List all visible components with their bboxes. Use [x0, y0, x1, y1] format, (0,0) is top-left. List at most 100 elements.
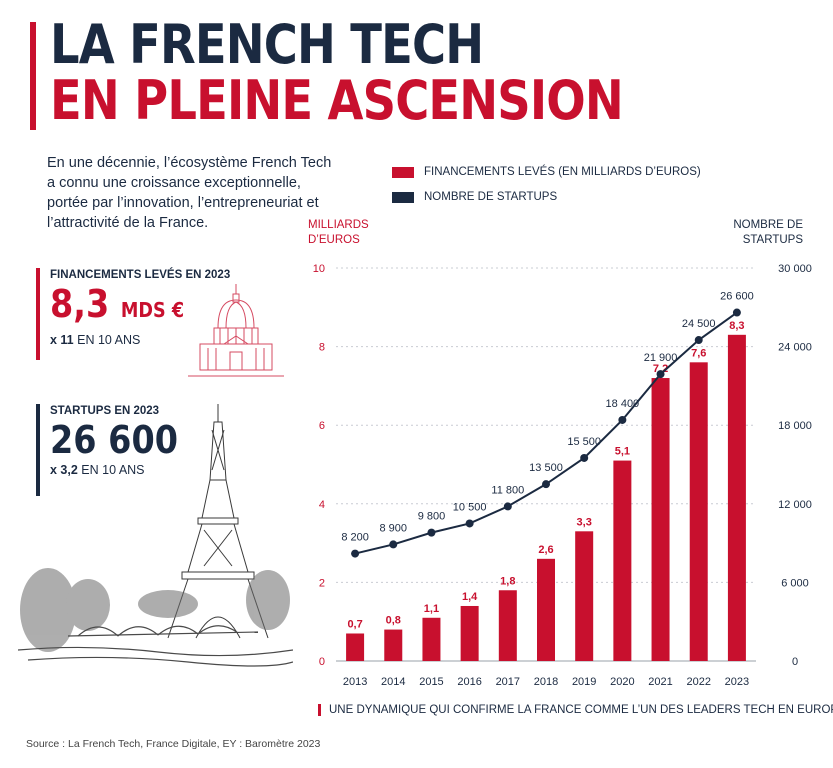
- x-tick-label: 2015: [419, 676, 443, 688]
- funding-unit: MDS €: [120, 298, 185, 322]
- bar-funding: [575, 531, 594, 661]
- x-tick-label: 2023: [725, 676, 749, 688]
- y-right-title-line2: STARTUPS: [742, 234, 803, 246]
- y-left-tick-label: 10: [313, 263, 325, 275]
- x-tick-label: 2014: [381, 676, 405, 688]
- page-title-line2: EN PLEINE ASCENSION: [50, 69, 624, 132]
- startups-period: EN 10 ANS: [81, 463, 145, 477]
- startups-multiplier: x 3,2: [50, 463, 78, 477]
- startups-point: [656, 370, 665, 379]
- bar-funding: [384, 629, 403, 661]
- funding-stat-value: 8,3 MDS €: [50, 281, 209, 333]
- bar-value-label: 3,3: [577, 516, 592, 528]
- les-invalides-dome-icon: [188, 284, 284, 377]
- bar-value-label: 2,6: [538, 544, 553, 556]
- startups-point: [732, 308, 741, 317]
- intro-text: En une décennie, l’écosystème French Tec…: [47, 155, 332, 231]
- bar-funding: [422, 617, 441, 661]
- y-right-tick-label: 18 000: [778, 420, 812, 432]
- legend-startups-swatch: [392, 191, 414, 203]
- eiffel-tower-icon: [18, 404, 293, 667]
- y-left-title-line2: D’EUROS: [308, 234, 360, 246]
- funding-period: EN 10 ANS: [77, 333, 141, 347]
- legend-startups: NOMBRE DE STARTUPS: [392, 191, 557, 203]
- bar-value-label: 1,8: [500, 575, 515, 587]
- legend-funding: FINANCEMENTS LEVÉS (EN MILLIARDS D’EUROS…: [392, 166, 701, 178]
- legend-startups-label: NOMBRE DE STARTUPS: [424, 191, 558, 203]
- startups-value-label: 21 900: [644, 352, 678, 364]
- x-tick-label: 2019: [572, 676, 596, 688]
- y-left-tick-label: 0: [319, 656, 325, 668]
- bar-funding: [498, 590, 517, 661]
- y-right-tick-label: 0: [792, 656, 798, 668]
- x-tick-label: 2016: [457, 676, 481, 688]
- startups-value-label: 18 400: [606, 398, 640, 410]
- funding-value: 8,3: [50, 282, 110, 326]
- legend-funding-suffix: (EN MILLIARDS D’EUROS): [558, 166, 701, 178]
- startups-line: [354, 311, 738, 555]
- x-tick-label: 2018: [534, 676, 558, 688]
- bar-value-label: 5,1: [615, 446, 630, 458]
- startups-point: [618, 415, 627, 424]
- startups-stat-sub: x 3,2 EN 10 ANS: [50, 463, 195, 477]
- bar-funding: [346, 633, 365, 661]
- startups-point: [465, 519, 474, 528]
- bar-funding: [460, 605, 479, 661]
- x-tick-label: 2021: [648, 676, 672, 688]
- bar-funding: [727, 334, 746, 661]
- bar-value-label: 7,2: [653, 363, 668, 375]
- footer-note: UNE DYNAMIQUE QUI CONFIRME LA FRANCE COM…: [318, 704, 833, 716]
- x-tick-label: 2017: [496, 676, 520, 688]
- y-left-tick-label: 2: [319, 577, 325, 589]
- funding-stat: FINANCEMENTS LEVÉS EN 2023 8,3 MDS € x 1…: [36, 268, 230, 360]
- startups-stat-label: STARTUPS EN 2023: [50, 405, 160, 417]
- startups-stat: STARTUPS EN 2023 26 600 x 3,2 EN 10 ANS: [36, 404, 195, 496]
- startups-value-label: 9 800: [418, 511, 446, 523]
- y-left-tick-label: 4: [319, 499, 325, 511]
- y-right-tick-label: 24 000: [778, 342, 812, 354]
- startups-value-label: 26 600: [720, 291, 754, 303]
- startups-value-label: 13 500: [529, 462, 563, 474]
- y-left-axis-title: MILLIARDS D’EUROS: [308, 218, 369, 248]
- startups-value-label: 8 900: [380, 522, 408, 534]
- y-right-title-line1: NOMBRE DE: [733, 219, 803, 231]
- page-title-line1: LA FRENCH TECH: [50, 13, 484, 76]
- startups-point: [503, 502, 512, 511]
- x-tick-label: 2013: [343, 676, 367, 688]
- y-left-title-line1: MILLIARDS: [308, 219, 369, 231]
- startups-value-label: 11 800: [491, 484, 524, 496]
- startups-value-label: 15 500: [567, 436, 601, 448]
- legend-funding-label: FINANCEMENTS LEVÉS: [424, 166, 555, 178]
- startups-point: [694, 336, 703, 345]
- x-tick-label: 2022: [686, 676, 710, 688]
- bar-funding: [537, 558, 555, 661]
- title-accent-bar: [30, 22, 36, 130]
- y-right-tick-label: 6 000: [781, 577, 809, 589]
- bar-value-label: 1,1: [424, 603, 439, 615]
- bar-funding: [613, 460, 632, 661]
- y-left-tick-label: 8: [319, 342, 325, 354]
- bar-funding: [651, 378, 670, 661]
- startups-point: [427, 528, 436, 537]
- startups-value-label: 10 500: [453, 501, 487, 513]
- source-note: Source : La French Tech, France Digitale…: [26, 738, 321, 750]
- y-right-axis-title: NOMBRE DE STARTUPS: [733, 218, 803, 248]
- startups-value-label: 8 200: [341, 532, 369, 544]
- bar-value-label: 1,4: [462, 591, 478, 603]
- startups-value-label: 24 500: [682, 318, 716, 330]
- bar-value-label: 7,6: [691, 347, 706, 359]
- startups-point: [351, 549, 360, 558]
- y-right-tick-label: 12 000: [778, 499, 812, 511]
- startups-point: [389, 540, 398, 549]
- y-left-tick-label: 6: [319, 420, 325, 432]
- bar-value-label: 0,7: [347, 618, 362, 630]
- bar-funding: [689, 362, 708, 661]
- startups-point: [580, 453, 589, 462]
- startups-point: [542, 480, 550, 489]
- startups-stat-value: 26 600: [50, 418, 178, 462]
- bar-value-label: 8,3: [729, 320, 744, 332]
- bar-value-label: 0,8: [386, 615, 401, 627]
- legend-funding-swatch: [392, 166, 414, 178]
- y-right-tick-label: 30 000: [778, 263, 812, 275]
